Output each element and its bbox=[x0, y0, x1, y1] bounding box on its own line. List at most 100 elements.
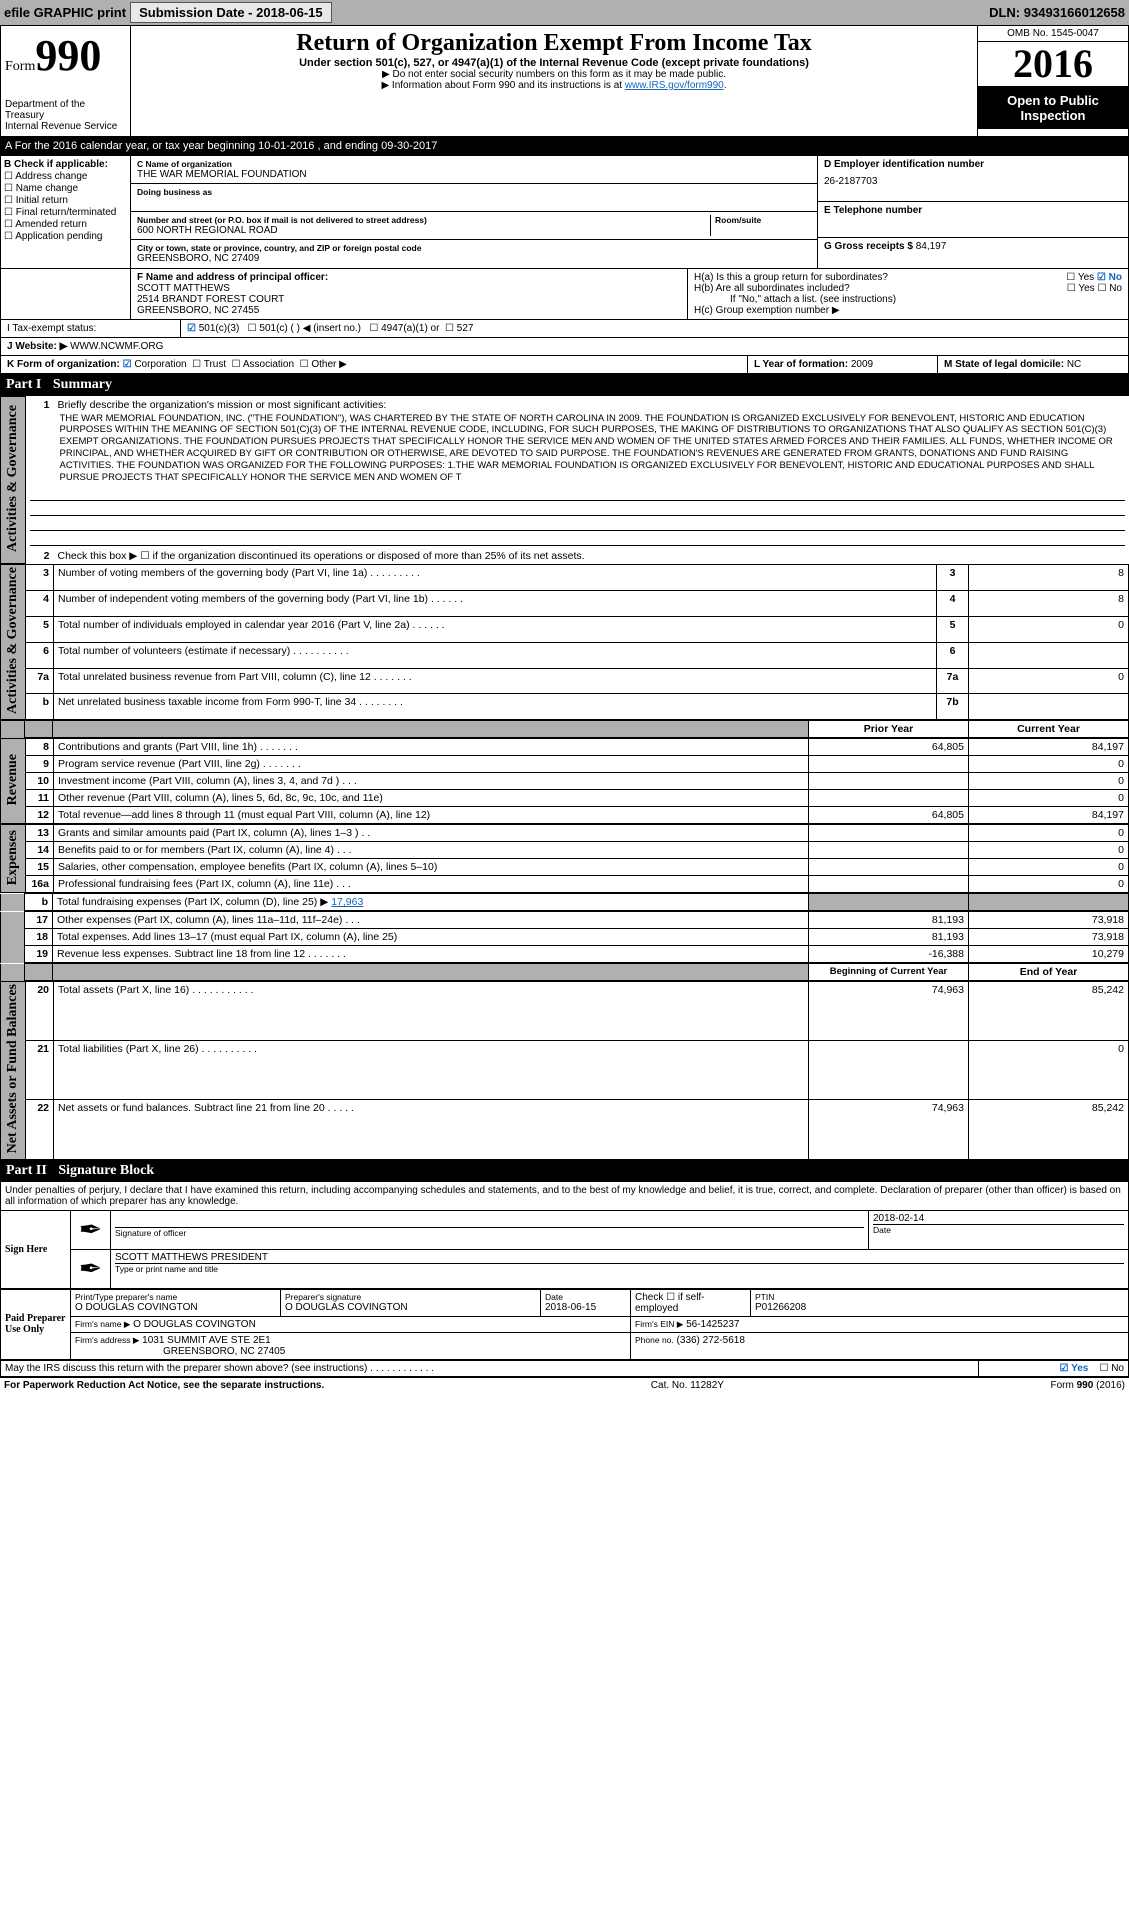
check-initial-return[interactable]: ☐ Initial return bbox=[4, 195, 127, 206]
line-number: 4 bbox=[26, 591, 54, 617]
street-label: Number and street (or P.O. box if mail i… bbox=[137, 215, 706, 225]
line-box: 6 bbox=[937, 642, 969, 668]
line-text: Total number of individuals employed in … bbox=[54, 616, 937, 642]
room-label: Room/suite bbox=[715, 215, 811, 225]
city-label: City or town, state or province, country… bbox=[137, 243, 811, 253]
check-501c3[interactable]: ☑ bbox=[187, 323, 196, 334]
state-domicile: NC bbox=[1067, 359, 1081, 370]
line-text: Net unrelated business taxable income fr… bbox=[54, 694, 937, 720]
current-value: 0 bbox=[969, 1041, 1129, 1100]
paperwork-notice: For Paperwork Reduction Act Notice, see … bbox=[4, 1380, 324, 1391]
year-formation: 2009 bbox=[851, 359, 873, 370]
discuss-no[interactable]: ☐ No bbox=[1099, 1363, 1124, 1374]
website-row: J Website: ▶ WWW.NCWMF.ORG bbox=[0, 338, 1129, 356]
officer-street: 2514 BRANDT FOREST COURT bbox=[137, 294, 681, 305]
tax-year: 2016 bbox=[978, 42, 1128, 87]
sign-here-table: Sign Here ✒ Signature of officer 2018-02… bbox=[0, 1210, 1129, 1289]
gross-receipts-value: 84,197 bbox=[916, 241, 947, 252]
h-b-yes[interactable]: ☐ Yes bbox=[1067, 283, 1095, 294]
prior-value bbox=[809, 825, 969, 842]
page-footer: For Paperwork Reduction Act Notice, see … bbox=[0, 1377, 1129, 1393]
revenue-header-row: Prior Year Current Year bbox=[0, 720, 1129, 738]
line-value bbox=[969, 642, 1129, 668]
line-number: 6 bbox=[26, 642, 54, 668]
line-value: 8 bbox=[969, 565, 1129, 591]
line-text: Grants and similar amounts paid (Part IX… bbox=[54, 825, 809, 842]
line-number: 22 bbox=[26, 1100, 54, 1159]
principal-officer-label: F Name and address of principal officer: bbox=[137, 272, 681, 283]
prior-value bbox=[809, 876, 969, 893]
h-b-no[interactable]: ☐ No bbox=[1097, 283, 1122, 294]
check-name-change[interactable]: ☐ Name change bbox=[4, 183, 127, 194]
sign-here-label: Sign Here bbox=[1, 1210, 71, 1288]
line-number: 15 bbox=[26, 859, 54, 876]
officer-sig-date: 2018-02-14 bbox=[873, 1213, 1124, 1224]
check-final-return[interactable]: ☐ Final return/terminated bbox=[4, 207, 127, 218]
self-employed-check[interactable]: Check ☐ if self-employed bbox=[631, 1289, 751, 1316]
netassets-header-row: Beginning of Current Year End of Year bbox=[0, 963, 1129, 981]
current-value: 84,197 bbox=[969, 807, 1129, 824]
dln: DLN: 93493166012658 bbox=[989, 5, 1125, 20]
irs-form990-link[interactable]: www.IRS.gov/form990 bbox=[625, 80, 724, 91]
line-number: 13 bbox=[26, 825, 54, 842]
h-a-yes[interactable]: ☐ Yes bbox=[1066, 272, 1094, 283]
firm-ein: 56-1425237 bbox=[686, 1319, 739, 1330]
line-box: 3 bbox=[937, 565, 969, 591]
preparer-signature: O DOUGLAS COVINGTON bbox=[285, 1302, 536, 1313]
preparer-date: 2018-06-15 bbox=[545, 1302, 626, 1313]
discuss-text: May the IRS discuss this return with the… bbox=[1, 1360, 979, 1376]
current-value: 0 bbox=[969, 825, 1129, 842]
current-value: 84,197 bbox=[969, 739, 1129, 756]
discuss-yes[interactable]: ☑ Yes bbox=[1060, 1363, 1089, 1374]
discuss-row: May the IRS discuss this return with the… bbox=[0, 1360, 1129, 1377]
current-value: 10,279 bbox=[969, 946, 1129, 963]
part-2-header: Part II Signature Block bbox=[0, 1160, 1129, 1182]
check-corporation[interactable]: ☑ bbox=[123, 359, 132, 370]
line-text: Total assets (Part X, line 16) . . . . .… bbox=[54, 982, 809, 1041]
current-value: 0 bbox=[969, 876, 1129, 893]
fundraising-expenses-link[interactable]: 17,963 bbox=[331, 896, 363, 908]
h-a-no[interactable]: ☑ No bbox=[1097, 272, 1122, 283]
pen-icon: ✒ bbox=[71, 1210, 111, 1249]
street-address: 600 NORTH REGIONAL ROAD bbox=[137, 225, 706, 236]
h-b-note: If "No," attach a list. (see instruction… bbox=[694, 294, 1122, 305]
officer-group-row: F Name and address of principal officer:… bbox=[0, 269, 1129, 320]
prior-value: 81,193 bbox=[809, 929, 969, 946]
line-text: Total unrelated business revenue from Pa… bbox=[54, 668, 937, 694]
officer-name-title: SCOTT MATTHEWS PRESIDENT bbox=[115, 1252, 1124, 1263]
preparer-name: O DOUGLAS COVINGTON bbox=[75, 1302, 276, 1313]
h-c-label: H(c) Group exemption number ▶ bbox=[694, 305, 1122, 316]
line-number: 18 bbox=[25, 929, 53, 946]
expense-lines-2: 17Other expenses (Part IX, column (A), l… bbox=[0, 911, 1129, 963]
efile-topbar: efile GRAPHIC print Submission Date - 20… bbox=[0, 0, 1129, 25]
line-number: 12 bbox=[26, 807, 54, 824]
date-label: Date bbox=[873, 1224, 1124, 1235]
signature-intro: Under penalties of perjury, I declare th… bbox=[0, 1182, 1129, 1210]
line-text: Contributions and grants (Part VIII, lin… bbox=[54, 739, 809, 756]
mission-text: THE WAR MEMORIAL FOUNDATION, INC. ("THE … bbox=[58, 411, 1126, 486]
check-address-change[interactable]: ☐ Address change bbox=[4, 171, 127, 182]
form-footer-label: Form 990 (2016) bbox=[1051, 1380, 1125, 1391]
line-text: Total revenue—add lines 8 through 11 (mu… bbox=[54, 807, 809, 824]
check-application-pending[interactable]: ☐ Application pending bbox=[4, 231, 127, 242]
part-1-header: Part I Summary bbox=[0, 374, 1129, 396]
line-text: Other expenses (Part IX, column (A), lin… bbox=[53, 912, 809, 929]
firm-address-2: GREENSBORO, NC 27405 bbox=[163, 1346, 285, 1357]
line-text: Program service revenue (Part VIII, line… bbox=[54, 756, 809, 773]
line-text: Benefits paid to or for members (Part IX… bbox=[54, 842, 809, 859]
prior-value: 64,805 bbox=[809, 807, 969, 824]
line-number: 14 bbox=[26, 842, 54, 859]
h-a-label: H(a) Is this a group return for subordin… bbox=[694, 272, 1012, 283]
dept-treasury: Department of the Treasury bbox=[5, 99, 126, 121]
irs-label: Internal Revenue Service bbox=[5, 121, 126, 132]
tax-status-row: I Tax-exempt status: ☑ 501(c)(3) ☐ 501(c… bbox=[0, 320, 1129, 338]
line-number: 8 bbox=[26, 739, 54, 756]
submission-date-button[interactable]: Submission Date - 2018-06-15 bbox=[130, 2, 332, 23]
line-number: 19 bbox=[25, 946, 53, 963]
line-number: 9 bbox=[26, 756, 54, 773]
ein-value: 26-2187703 bbox=[824, 176, 1122, 187]
org-form-row: K Form of organization: ☑ Corporation ☐ … bbox=[0, 356, 1129, 374]
check-amended-return[interactable]: ☐ Amended return bbox=[4, 219, 127, 230]
header-note-2: ▶ Information about Form 990 and its ins… bbox=[137, 80, 971, 91]
prior-value bbox=[809, 756, 969, 773]
